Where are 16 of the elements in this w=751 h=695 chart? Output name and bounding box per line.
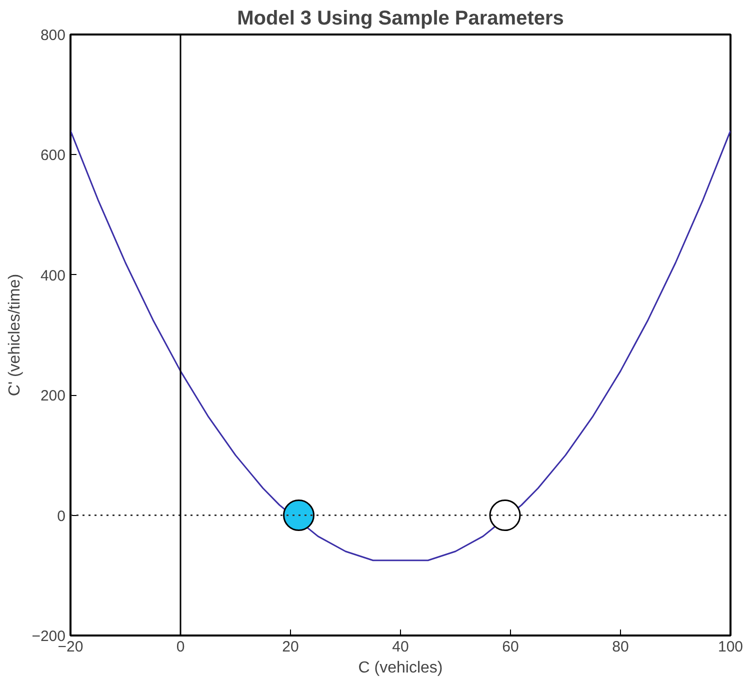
- chart-title: Model 3 Using Sample Parameters: [237, 8, 564, 30]
- line-series: [70, 130, 730, 562]
- y-tick-label: 200: [40, 388, 66, 405]
- y-tick-label: −200: [32, 628, 66, 645]
- y-tick-label: 800: [40, 27, 66, 44]
- y-tick-label: 600: [40, 147, 66, 164]
- y-tick-label: 400: [40, 267, 66, 284]
- x-tick-label: 40: [392, 638, 409, 656]
- x-tick-label: 100: [718, 638, 744, 656]
- x-tick-label: 80: [612, 638, 629, 656]
- y-tick-label: 0: [57, 508, 66, 525]
- x-tick-label: 0: [176, 638, 185, 656]
- x-tick-label: 20: [282, 638, 299, 656]
- y-axis-title: C' (vehicles/time): [6, 274, 24, 396]
- x-tick-label: 60: [502, 638, 519, 656]
- x-axis-title: C (vehicles): [358, 660, 443, 676]
